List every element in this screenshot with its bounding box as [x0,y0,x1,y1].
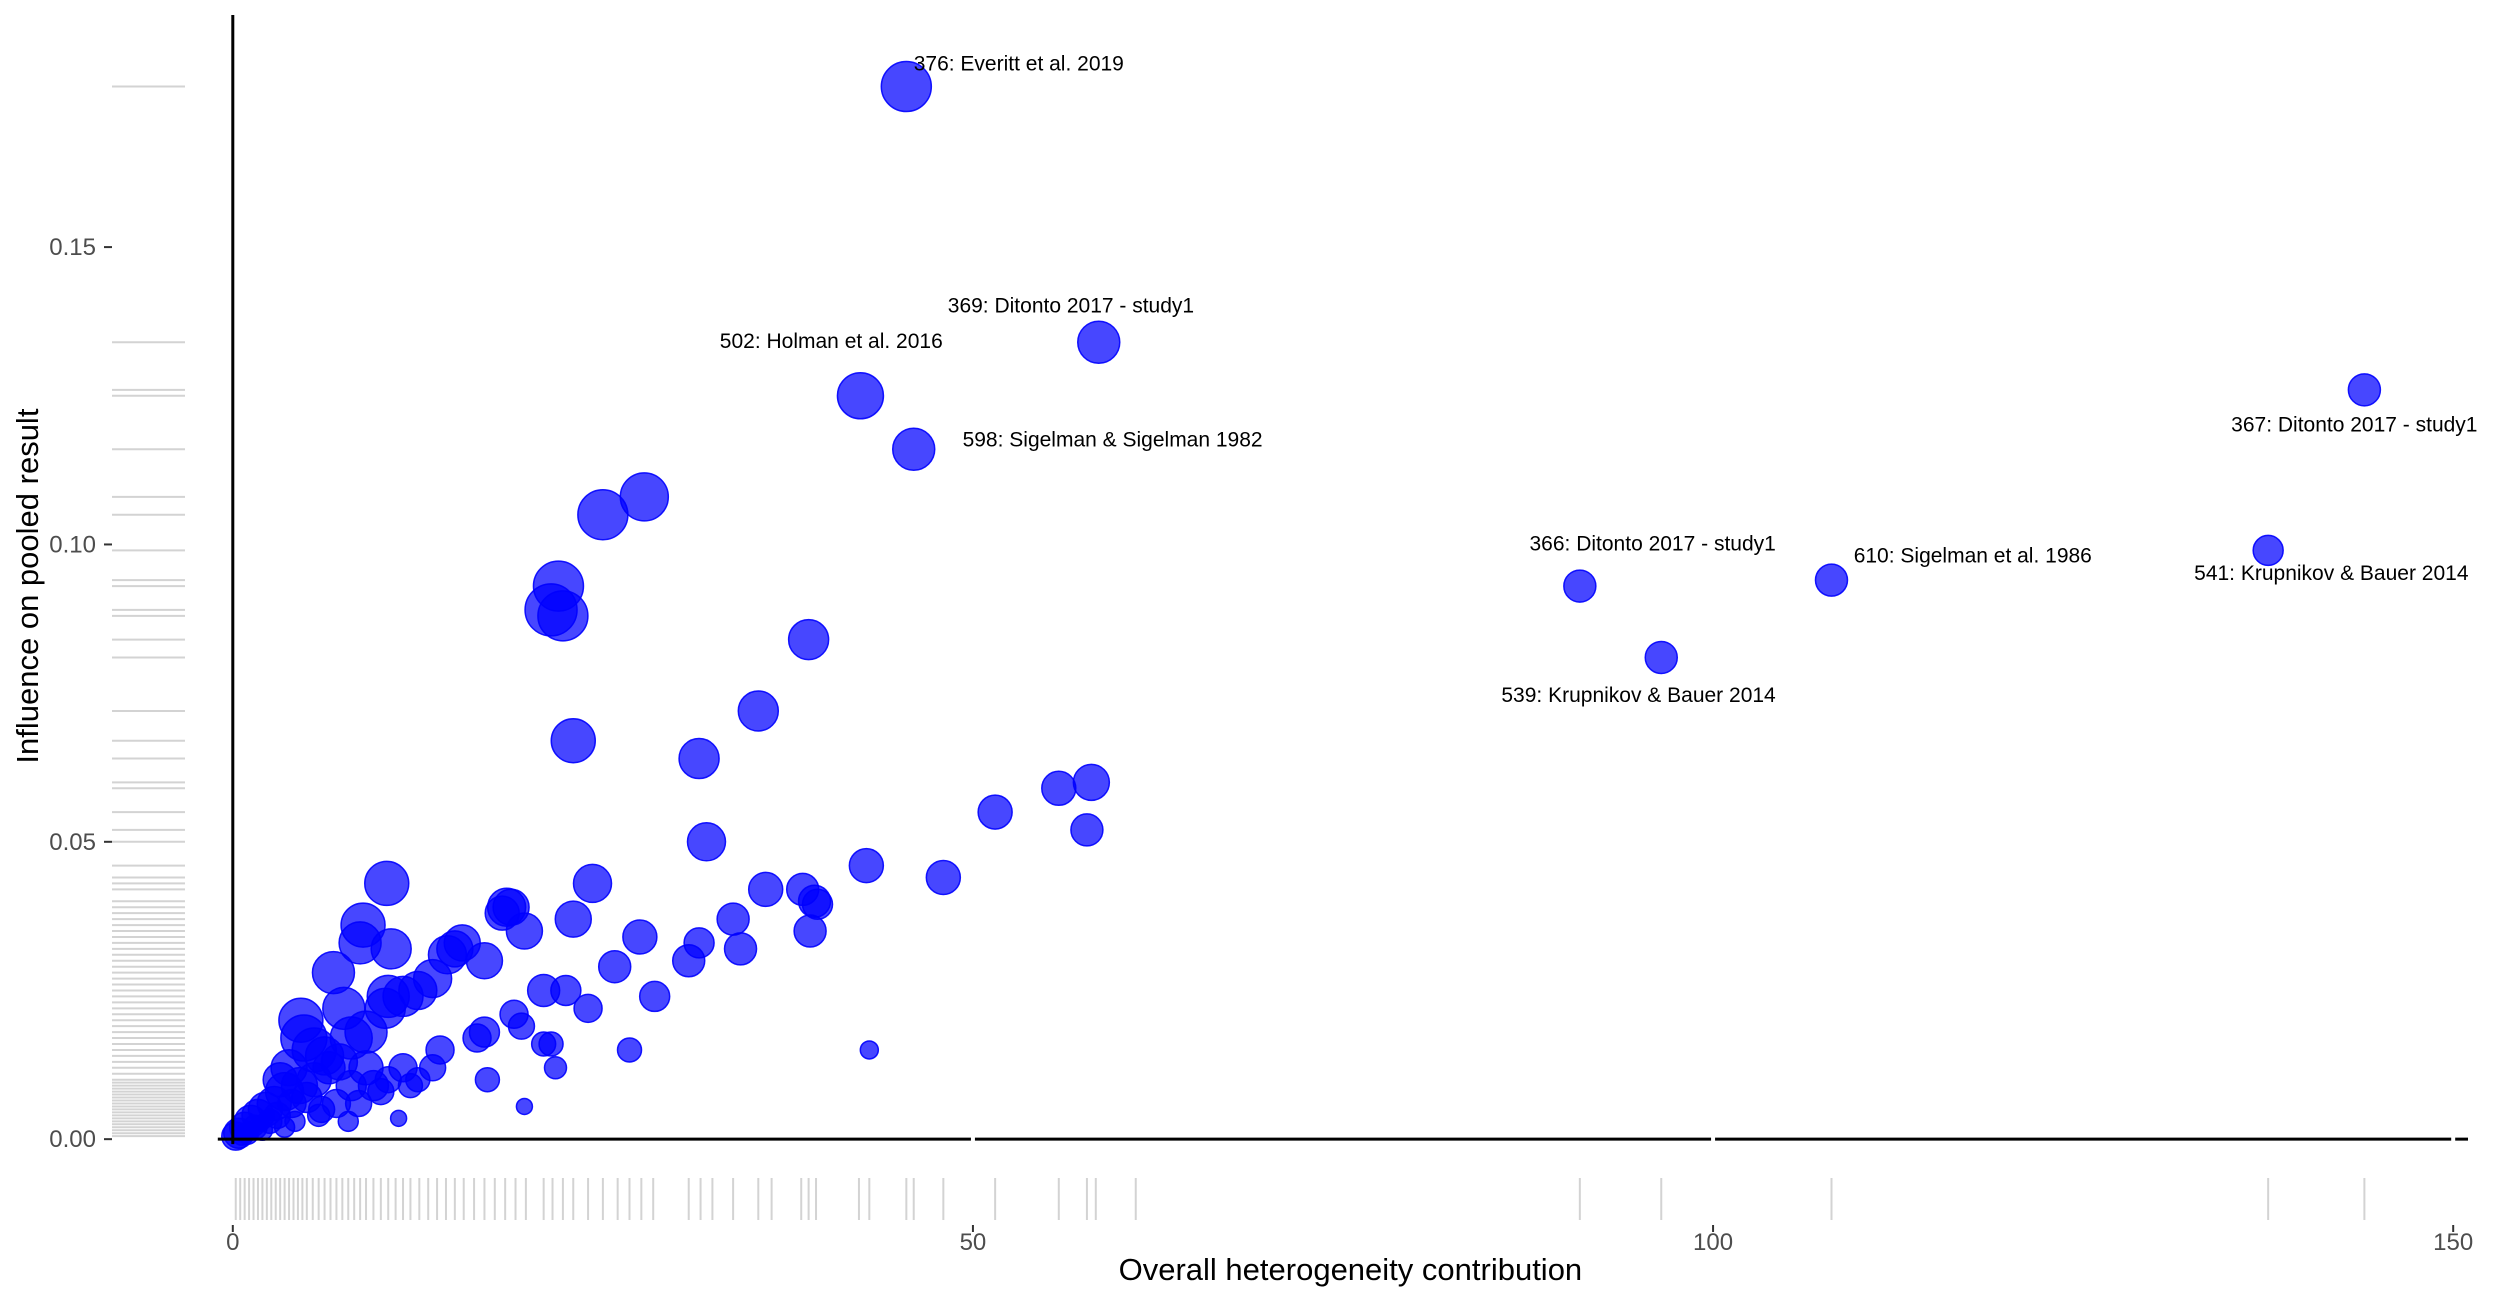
data-point [793,914,827,948]
data-point [543,1056,568,1080]
x-axis-gap [970,1136,975,1143]
data-point [723,932,758,966]
data-point [1563,569,1597,603]
x-tick-label: 100 [1693,1229,1733,1256]
data-point [389,1109,408,1128]
data-point [880,60,933,113]
data-point [572,863,613,904]
data-point [364,860,410,907]
x-axis-gap [1711,1136,1716,1143]
data-point [747,871,784,908]
point-annotation: 541: Krupnikov & Bauer 2014 [2194,562,2469,585]
data-point [507,1012,536,1040]
point-annotation: 367: Ditonto 2017 - study1 [2231,413,2477,436]
data-point [1070,813,1104,847]
y-tick-label: 0.10 [49,531,96,558]
annotation-layer: 376: Everitt et al. 2019 369: Ditonto 201… [720,52,2478,707]
data-point [348,1050,384,1086]
data-point [306,1103,331,1128]
data-point [251,1119,274,1141]
data-point [550,974,582,1007]
data-point [622,919,658,955]
x-axis-ticks: 0 50 100 150 [226,1136,2473,1256]
data-point [550,717,597,764]
data-point [2252,534,2284,567]
data-point [367,1077,395,1106]
point-annotation: 366: Ditonto 2017 - study1 [1530,532,1776,555]
x-tick-label: 150 [2433,1229,2473,1256]
data-point [530,1031,557,1057]
point-annotation: 376: Everitt et al. 2019 [914,52,1124,75]
point-annotation: 369: Ditonto 2017 - study1 [948,295,1194,318]
y-axis-title: Influence on pooled result [10,408,45,763]
x-rug [234,1178,2366,1220]
data-point [1072,763,1111,802]
data-point [787,618,830,661]
data-point [616,1037,643,1063]
data-point [859,1040,880,1060]
data-point [537,590,589,642]
point-annotation: 598: Sigelman & Sigelman 1982 [963,428,1263,451]
point-annotation: 502: Holman et al. 2016 [720,330,943,353]
data-point [231,1126,252,1146]
data-point [337,1110,360,1133]
data-point [484,895,520,931]
data-point [573,993,603,1024]
y-tick-label: 0.05 [49,829,96,856]
y-tick-label: 0.15 [49,234,96,261]
x-axis-gap [2451,1136,2456,1143]
data-point [284,1110,306,1133]
data-point [671,943,706,978]
data-point [1814,563,1849,597]
data-point [554,900,593,938]
data-point [678,737,720,780]
data-point [1041,770,1077,807]
x-tick-label: 50 [960,1229,987,1256]
data-point [836,372,885,420]
data-point [597,949,632,984]
data-point [686,822,727,862]
data-point [370,928,412,970]
data-point [638,980,671,1013]
data-point [977,794,1013,830]
data-point [262,1061,298,1098]
y-rug [112,85,185,1138]
x-tick-label: 0 [226,1229,239,1256]
data-point [925,859,962,896]
data-point [716,902,750,936]
data-point [344,1089,373,1118]
point-annotation: 610: Sigelman et al. 1986 [1854,544,2092,567]
data-point [891,427,936,472]
data-point [737,690,780,732]
data-point [848,847,885,884]
x-axis-title: Overall heterogeneity contribution [1119,1252,1583,1287]
data-point [344,1010,388,1054]
y-axis-ticks: 0.00 0.05 0.10 0.15 [49,234,112,1153]
data-point [515,1097,534,1116]
y-tick-label: 0.00 [49,1126,96,1153]
point-layer [221,60,2382,1151]
data-point [474,1066,501,1093]
data-point [397,1072,424,1099]
data-point [2347,373,2382,407]
data-point [462,1023,492,1053]
data-point [1077,320,1121,364]
data-point [577,488,629,541]
point-annotation: 539: Krupnikov & Bauer 2014 [1501,684,1776,707]
data-point [1644,640,1679,675]
